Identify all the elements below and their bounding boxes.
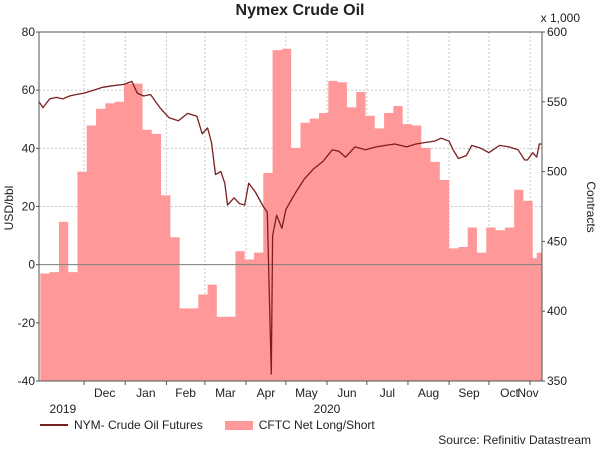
axis-ticks: -40 -20 0 20 40 60 80 350 400 450 500 550 600 Dec Jan F… (18, 25, 568, 416)
x-tick-label: Jan (136, 386, 155, 400)
y-right-tick-label: 400 (547, 304, 567, 318)
y-right-tick-label: 550 (547, 95, 567, 109)
x-tick-label: Feb (175, 386, 196, 400)
y-right-tick-label: 600 (547, 25, 567, 39)
y-left-tick-label: -40 (18, 374, 36, 388)
crude-price-line (38, 80, 542, 375)
x-tick-label: Jun (337, 386, 356, 400)
y-right-tick-label: 500 (547, 165, 567, 179)
cftc-area-series (40, 48, 542, 381)
chart-title: Nymex Crude Oil (235, 2, 365, 19)
legend-swatch-cftc (224, 420, 253, 430)
x-tick-label: Apr (257, 386, 276, 400)
x-tick-label: Aug (418, 386, 439, 400)
chart-legend: NYM- Crude Oil Futures CFTC Net Long/Sho… (40, 418, 375, 432)
legend-label-cftc: CFTC Net Long/Short (258, 418, 375, 432)
crude-price-series (38, 80, 542, 375)
x-tick-label: Nov (517, 386, 538, 400)
y-left-tick-label: 40 (22, 141, 36, 155)
source-note: Source: Refinitiv Datastream (438, 433, 591, 447)
x-tick-label: Sep (458, 386, 480, 400)
right-axis-scale-note: x 1,000 (540, 11, 580, 25)
y-left-tick-label: 60 (22, 83, 36, 97)
x-tick-label: Dec (94, 386, 115, 400)
y-right-tick-label: 350 (547, 374, 567, 388)
x-tick-label: Mar (215, 386, 236, 400)
y-left-axis-title: USD/bbl (2, 186, 16, 231)
x-year-label: 2020 (314, 402, 341, 416)
y-right-tick-label: 450 (547, 234, 567, 248)
x-tick-label: Oct (500, 386, 519, 400)
x-tick-label: Jul (380, 386, 395, 400)
y-right-axis-title: Contracts (584, 181, 598, 232)
cftc-area (40, 48, 542, 381)
legend-swatch-price (40, 424, 68, 426)
y-left-tick-label: -20 (18, 316, 36, 330)
y-left-tick-label: 20 (22, 200, 36, 214)
y-left-tick-label: 80 (22, 25, 36, 39)
legend-label-price: NYM- Crude Oil Futures (74, 418, 203, 432)
x-year-label: 2019 (50, 402, 77, 416)
x-tick-label: May (295, 386, 318, 400)
y-left-tick-label: 0 (28, 258, 35, 272)
